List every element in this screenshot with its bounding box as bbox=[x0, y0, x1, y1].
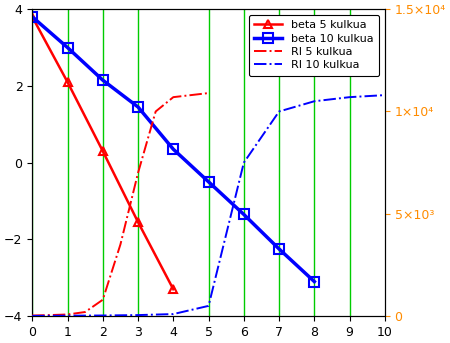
RI 5 kulkua bbox=[100, 298, 105, 302]
RI 10 kulkua bbox=[206, 304, 211, 308]
RI 10 kulkua bbox=[30, 314, 35, 318]
RI 10 kulkua bbox=[135, 313, 141, 317]
Legend: beta 5 kulkua, beta 10 kulkua, RI 5 kulkua, RI 10 kulkua: beta 5 kulkua, beta 10 kulkua, RI 5 kulk… bbox=[249, 15, 379, 76]
Line: RI 5 kulkua: RI 5 kulkua bbox=[32, 93, 208, 316]
Line: beta 5 kulkua: beta 5 kulkua bbox=[28, 13, 177, 293]
Line: RI 10 kulkua: RI 10 kulkua bbox=[32, 95, 385, 316]
beta 10 kulkua bbox=[171, 147, 176, 151]
RI 10 kulkua bbox=[241, 161, 247, 165]
beta 10 kulkua bbox=[241, 212, 247, 216]
beta 5 kulkua bbox=[100, 149, 105, 153]
beta 10 kulkua bbox=[312, 280, 317, 284]
RI 10 kulkua bbox=[100, 314, 105, 318]
beta 5 kulkua bbox=[171, 287, 176, 291]
RI 5 kulkua bbox=[118, 243, 123, 247]
RI 5 kulkua bbox=[206, 91, 211, 95]
RI 10 kulkua bbox=[382, 93, 387, 97]
RI 10 kulkua bbox=[276, 109, 282, 114]
RI 5 kulkua bbox=[188, 93, 194, 97]
RI 10 kulkua bbox=[347, 95, 352, 99]
beta 5 kulkua bbox=[30, 15, 35, 19]
RI 5 kulkua bbox=[135, 171, 141, 175]
Line: beta 10 kulkua: beta 10 kulkua bbox=[27, 12, 319, 286]
beta 10 kulkua bbox=[276, 247, 282, 251]
beta 10 kulkua bbox=[100, 78, 105, 82]
RI 10 kulkua bbox=[171, 312, 176, 316]
RI 5 kulkua bbox=[65, 312, 70, 317]
RI 10 kulkua bbox=[65, 314, 70, 318]
beta 10 kulkua bbox=[135, 105, 141, 109]
RI 5 kulkua bbox=[30, 314, 35, 318]
RI 5 kulkua bbox=[171, 95, 176, 99]
RI 5 kulkua bbox=[47, 313, 53, 317]
beta 5 kulkua bbox=[65, 80, 70, 84]
RI 10 kulkua bbox=[312, 99, 317, 103]
beta 10 kulkua bbox=[30, 15, 35, 19]
RI 5 kulkua bbox=[153, 109, 158, 114]
RI 5 kulkua bbox=[82, 310, 88, 314]
beta 10 kulkua bbox=[206, 180, 211, 184]
beta 10 kulkua bbox=[65, 46, 70, 50]
beta 5 kulkua bbox=[135, 220, 141, 224]
